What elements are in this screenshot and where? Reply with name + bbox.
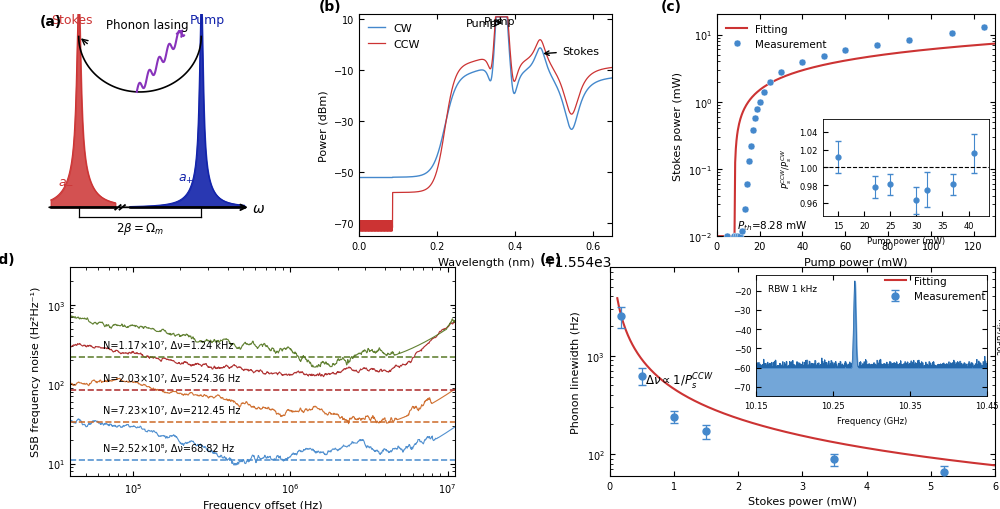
Text: Stokes: Stokes xyxy=(51,14,93,27)
Measurement xyxy=(736,229,748,235)
Text: $2\beta=\Omega_m$: $2\beta=\Omega_m$ xyxy=(116,221,164,237)
CW xyxy=(382,175,394,181)
CW xyxy=(574,103,586,109)
CCW xyxy=(397,190,409,196)
Text: Pump: Pump xyxy=(466,19,498,29)
Legend: CW, CCW: CW, CCW xyxy=(365,21,424,53)
Measurement xyxy=(721,234,733,240)
Measurement xyxy=(745,144,757,150)
Fitting xyxy=(980,461,992,467)
Fitting xyxy=(989,462,1000,468)
X-axis label: Frequency offset (Hz): Frequency offset (Hz) xyxy=(203,500,323,509)
Measurement xyxy=(775,70,787,76)
Text: (a): (a) xyxy=(40,15,62,29)
Text: (b): (b) xyxy=(319,0,342,14)
Y-axis label: Phonon linewidth (Hz): Phonon linewidth (Hz) xyxy=(571,310,581,433)
Y-axis label: Power (dBm): Power (dBm) xyxy=(319,90,329,162)
X-axis label: Wavelength (nm): Wavelength (nm) xyxy=(438,257,534,267)
Text: N=2.03×10⁷, Δν=524.36 Hz: N=2.03×10⁷, Δν=524.36 Hz xyxy=(103,373,241,383)
Text: $\omega$: $\omega$ xyxy=(252,202,265,216)
Text: N=7.23×10⁷, Δν=212.45 Hz: N=7.23×10⁷, Δν=212.45 Hz xyxy=(103,406,241,415)
X-axis label: Stokes power (mW): Stokes power (mW) xyxy=(748,496,857,506)
CCW xyxy=(353,229,365,235)
CCW xyxy=(606,65,618,71)
Text: (e): (e) xyxy=(540,252,562,266)
Line: CCW: CCW xyxy=(359,18,612,232)
Text: N=1.17×10⁷, Δν=1.24 kHz: N=1.17×10⁷, Δν=1.24 kHz xyxy=(103,340,234,350)
Line: Fitting: Fitting xyxy=(717,44,995,237)
Measurement xyxy=(796,60,808,66)
Fitting xyxy=(745,96,757,102)
Fitting xyxy=(611,296,623,302)
Fitting xyxy=(711,234,723,240)
Measurement xyxy=(903,38,915,44)
CCW xyxy=(489,15,501,21)
Fitting xyxy=(791,432,803,438)
CW xyxy=(461,72,473,78)
CCW xyxy=(461,62,473,68)
Text: $\Delta\nu\propto1/P_s^{CCW}$: $\Delta\nu\propto1/P_s^{CCW}$ xyxy=(645,372,714,391)
Measurement xyxy=(741,181,753,187)
Line: CW: CW xyxy=(359,18,612,178)
Text: Phonon lasing: Phonon lasing xyxy=(106,19,189,32)
Y-axis label: SSB frequency noise (Hz²Hz⁻¹): SSB frequency noise (Hz²Hz⁻¹) xyxy=(31,287,41,457)
Line: Fitting: Fitting xyxy=(617,299,995,465)
CCW xyxy=(574,90,586,96)
Fitting xyxy=(729,234,741,240)
Text: Stokes: Stokes xyxy=(545,47,599,56)
Fitting xyxy=(921,454,933,460)
Measurement xyxy=(818,54,830,60)
Text: Pump: Pump xyxy=(484,17,515,27)
Measurement xyxy=(751,107,763,113)
Measurement xyxy=(747,128,759,134)
CW xyxy=(606,76,618,82)
CW xyxy=(397,175,409,181)
Fitting xyxy=(793,432,805,438)
Text: (c): (c) xyxy=(661,0,682,14)
Fitting xyxy=(836,441,848,447)
Measurement xyxy=(743,159,755,165)
X-axis label: Pump power (mW): Pump power (mW) xyxy=(804,257,908,267)
CW xyxy=(450,84,462,90)
Measurement xyxy=(764,79,776,86)
Fitting xyxy=(984,42,996,48)
Fitting xyxy=(977,42,989,48)
Text: $a_{-}$: $a_{-}$ xyxy=(58,174,74,186)
Y-axis label: Stokes power (mW): Stokes power (mW) xyxy=(673,72,683,180)
Measurement xyxy=(734,234,746,240)
Measurement xyxy=(758,90,770,96)
Text: $P_{th}$=8.28 mW: $P_{th}$=8.28 mW xyxy=(737,219,808,233)
CCW xyxy=(450,73,462,79)
Measurement xyxy=(839,48,851,54)
Measurement xyxy=(978,25,990,31)
CW xyxy=(601,76,613,82)
Text: (d): (d) xyxy=(0,252,16,266)
Legend: Fitting, Measurement: Fitting, Measurement xyxy=(881,272,990,306)
CCW xyxy=(601,66,613,72)
Measurement xyxy=(749,116,761,122)
CW xyxy=(490,15,502,21)
CW xyxy=(353,175,365,181)
Text: $a_{+}$: $a_{+}$ xyxy=(178,173,194,185)
Measurement xyxy=(732,234,744,240)
CCW xyxy=(382,229,394,235)
Fitting xyxy=(989,41,1000,47)
Text: N=2.52×10⁸, Δν=68.82 Hz: N=2.52×10⁸, Δν=68.82 Hz xyxy=(103,443,235,454)
Fitting xyxy=(816,437,828,443)
Fitting xyxy=(861,55,873,61)
Measurement xyxy=(730,234,742,240)
Measurement xyxy=(728,234,740,240)
Line: Measurement: Measurement xyxy=(724,24,988,240)
Measurement xyxy=(946,31,958,37)
Fitting xyxy=(908,49,920,55)
Measurement xyxy=(739,207,751,213)
Text: Pump: Pump xyxy=(190,14,225,27)
Measurement xyxy=(754,99,766,105)
Measurement xyxy=(871,43,883,49)
Legend: Fitting, Measurement: Fitting, Measurement xyxy=(722,20,831,54)
